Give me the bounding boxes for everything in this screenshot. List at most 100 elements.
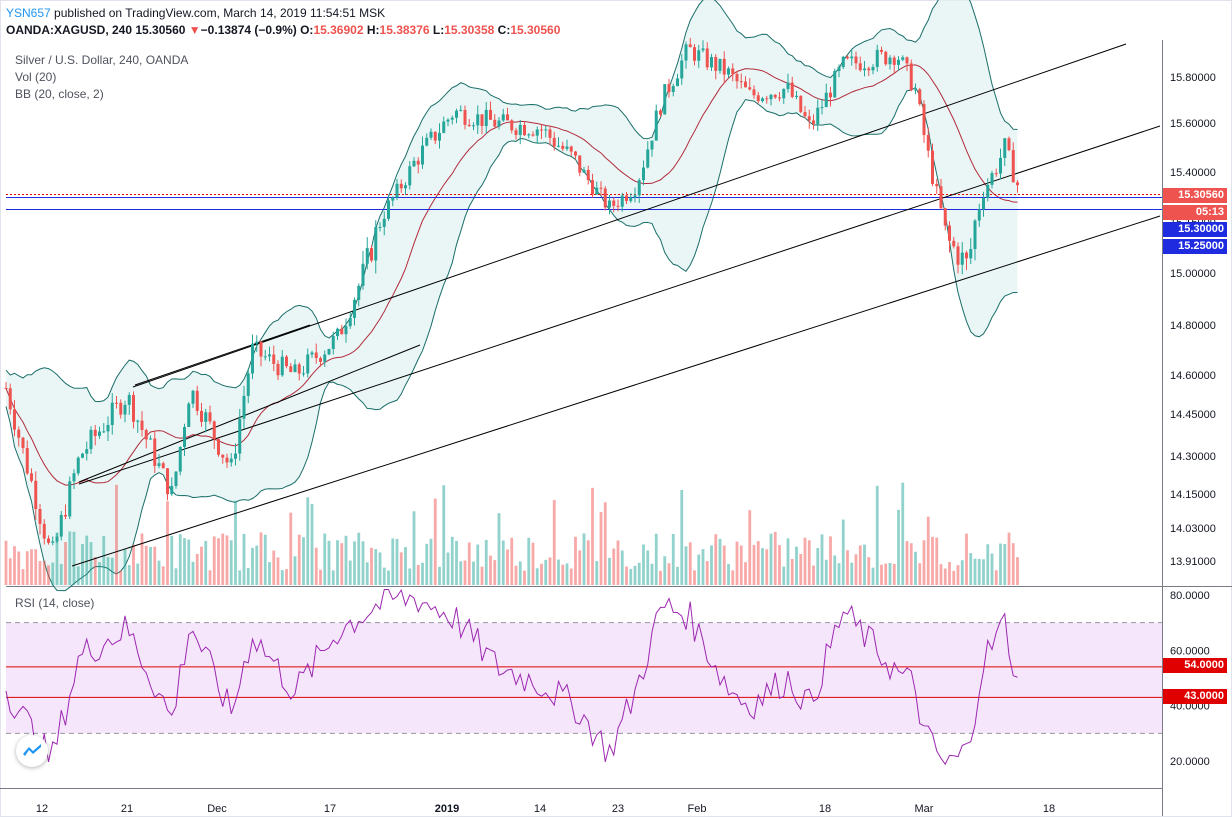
candle-body [875, 49, 879, 67]
candle-body [217, 439, 220, 455]
volume-bar [761, 548, 764, 585]
volume-legend[interactable]: Vol (20) [15, 70, 57, 84]
volume-bar [642, 544, 645, 585]
open-label: O: [300, 23, 314, 37]
volume-bar [357, 532, 361, 585]
candle-body [429, 131, 433, 138]
tradingview-logo-badge[interactable] [16, 735, 48, 767]
volume-bar [829, 536, 832, 585]
candle-body [55, 536, 59, 542]
volume-bar [42, 560, 46, 585]
candle-body [629, 197, 633, 201]
candle-body [756, 95, 760, 102]
volume-bar [195, 553, 199, 585]
volume-bar [8, 558, 12, 585]
rsi-legend[interactable]: RSI (14, close) [15, 596, 95, 610]
candle-body [518, 124, 522, 135]
volume-bar [59, 563, 63, 585]
candle-body [795, 95, 798, 97]
candle-body [922, 104, 926, 136]
volume-bar [13, 546, 16, 585]
volume-bar [225, 535, 229, 585]
candle-body [931, 150, 934, 184]
candle-body [858, 63, 862, 71]
candle-body [408, 166, 412, 186]
candle-body [297, 364, 301, 374]
candle-body [790, 82, 794, 97]
volume-bar [922, 540, 926, 585]
candle-body [739, 81, 743, 83]
volume-bar [914, 551, 917, 585]
volume-bar [391, 538, 395, 585]
candle-body [531, 134, 535, 136]
candle-body [612, 200, 616, 206]
symbol-name: OANDA:XAGUSD, 240 [6, 23, 133, 37]
volume-bar [663, 556, 667, 585]
candle-body [557, 145, 560, 147]
time-tick-label: Feb [688, 803, 707, 815]
candle-body [25, 448, 29, 474]
volume-bar [21, 569, 25, 585]
candle-body [1016, 182, 1019, 186]
volume-bar [416, 564, 420, 585]
candle-body [476, 114, 480, 126]
candle-body [157, 463, 161, 466]
candle-body [973, 220, 977, 250]
candle-body [489, 109, 492, 120]
bollinger-legend[interactable]: BB (20, close, 2) [15, 87, 104, 101]
volume-bar [212, 536, 216, 585]
candle-body [569, 146, 573, 152]
candle-body [314, 352, 318, 359]
volume-bar [370, 547, 373, 585]
volume-bar [285, 569, 288, 585]
volume-bar [344, 535, 348, 585]
candle-body [306, 354, 310, 374]
candle-body [51, 541, 55, 543]
volume-bar [72, 531, 76, 585]
volume-bar [404, 547, 407, 585]
time-tick-label: 23 [612, 803, 624, 815]
bollinger-lower-line [5, 86, 1018, 592]
volume-bar [183, 538, 186, 585]
candle-body [127, 395, 131, 405]
volume-bar [833, 555, 837, 585]
volume-bar [263, 534, 267, 585]
candle-body [229, 458, 233, 463]
candle-body [484, 109, 488, 127]
volume-bar [276, 557, 280, 585]
candle-body [319, 358, 322, 362]
volume-bar [756, 541, 760, 585]
candle-body [76, 457, 80, 474]
candle-body [144, 430, 148, 440]
candle-body [178, 446, 182, 472]
candle-body [200, 410, 203, 422]
candle-body [42, 523, 46, 539]
volume-bar [752, 544, 756, 585]
volume-bar [272, 550, 276, 585]
time-tick-label: 18 [819, 803, 831, 815]
series-title[interactable]: Silver / U.S. Dollar, 240, OANDA [15, 53, 189, 67]
volume-bar [646, 550, 650, 585]
author-name[interactable]: YSN657 [6, 6, 51, 20]
volume-bar [659, 570, 662, 585]
volume-bar [846, 550, 849, 585]
volume-bar [47, 565, 50, 585]
candle-body [693, 47, 696, 61]
candle-body [225, 457, 229, 463]
candle-body [153, 438, 157, 466]
volume-bar [102, 536, 106, 585]
candle-body [935, 183, 939, 187]
candle-body [38, 508, 42, 524]
candle-body [1003, 138, 1007, 158]
candle-body [977, 209, 981, 221]
volume-bar [812, 565, 815, 585]
volume-bar [501, 540, 505, 585]
volume-bar [4, 540, 8, 585]
volume-bar [799, 554, 803, 585]
volume-bar [463, 560, 467, 585]
candle-body [548, 129, 552, 138]
volume-bar [153, 546, 157, 585]
candle-body [1011, 150, 1015, 183]
candle-body [565, 146, 569, 149]
